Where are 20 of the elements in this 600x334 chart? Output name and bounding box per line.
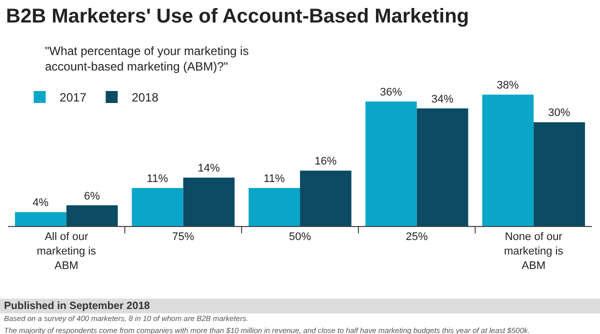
data-label: 38%	[496, 80, 520, 92]
data-label: 6%	[84, 190, 100, 202]
legend-label: 2018	[132, 90, 159, 105]
data-label: 36%	[380, 86, 402, 98]
data-label: 4%	[32, 197, 49, 210]
x-tick-label: 75%	[172, 231, 194, 244]
data-label: 34%	[431, 93, 454, 106]
legend-label: 2017	[60, 90, 87, 105]
chart-subtitle: "What percentage of your marketing is account-based marketing (ABM)?"	[45, 44, 249, 74]
data-label: 14%	[198, 162, 220, 175]
data-label: 11%	[146, 172, 168, 185]
x-tick-label: 50%	[288, 231, 312, 244]
x-tick-label: None of our marketing is ABM	[504, 231, 564, 272]
data-label: 16%	[314, 156, 337, 168]
text: Published in September 2018	[4, 300, 150, 312]
data-label: 30%	[548, 107, 570, 120]
x-tick-label: All of our marketing is ABM	[36, 231, 97, 272]
data-label: 11%	[264, 172, 286, 185]
x-tick-label: 25%	[406, 231, 428, 244]
chart-title: B2B Marketers' Use of Account-Based Marketing	[6, 5, 470, 28]
